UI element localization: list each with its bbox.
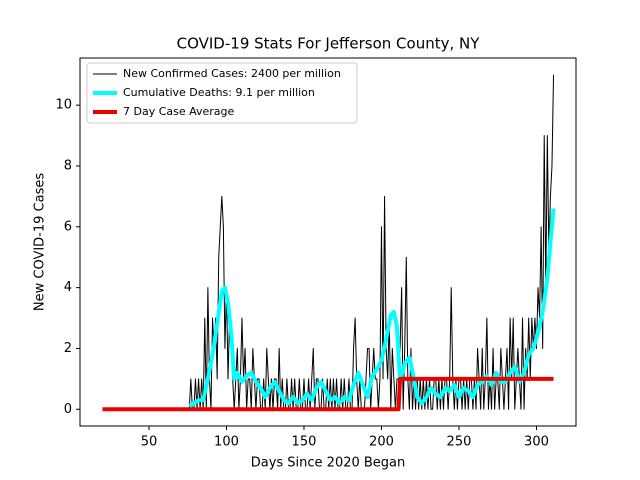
- y-tick-label: 8: [64, 158, 72, 173]
- plot-frame: [79, 57, 577, 427]
- y-tick-label: 4: [64, 280, 72, 295]
- series-line: [188, 74, 555, 410]
- x-tick-label: 300: [524, 435, 549, 450]
- x-tick-label: 50: [141, 435, 158, 450]
- y-tick-label: 2: [64, 341, 72, 356]
- legend: New Confirmed Cases: 2400 per million Cum…: [86, 62, 358, 124]
- x-tick-label: 200: [369, 435, 394, 450]
- series-line: [188, 208, 556, 408]
- y-tick-label: 0: [64, 402, 72, 417]
- legend-label: 7 Day Case Average: [123, 105, 235, 118]
- legend-box: [86, 62, 358, 124]
- legend-label: Cumulative Deaths: 9.1 per million: [123, 86, 315, 99]
- y-tick-label: 10: [55, 98, 72, 113]
- y-axis-label: New COVID-19 Cases: [33, 173, 48, 311]
- x-axis-label: Days Since 2020 Began: [251, 456, 406, 471]
- x-tick-label: 150: [292, 435, 317, 450]
- x-tick-label: 100: [214, 435, 239, 450]
- chart-title: COVID-19 Stats For Jefferson County, NY: [177, 35, 481, 53]
- legend-label: New Confirmed Cases: 2400 per million: [123, 67, 341, 80]
- x-tick-label: 250: [447, 435, 472, 450]
- y-tick-label: 6: [64, 219, 72, 234]
- series-line: [102, 376, 554, 412]
